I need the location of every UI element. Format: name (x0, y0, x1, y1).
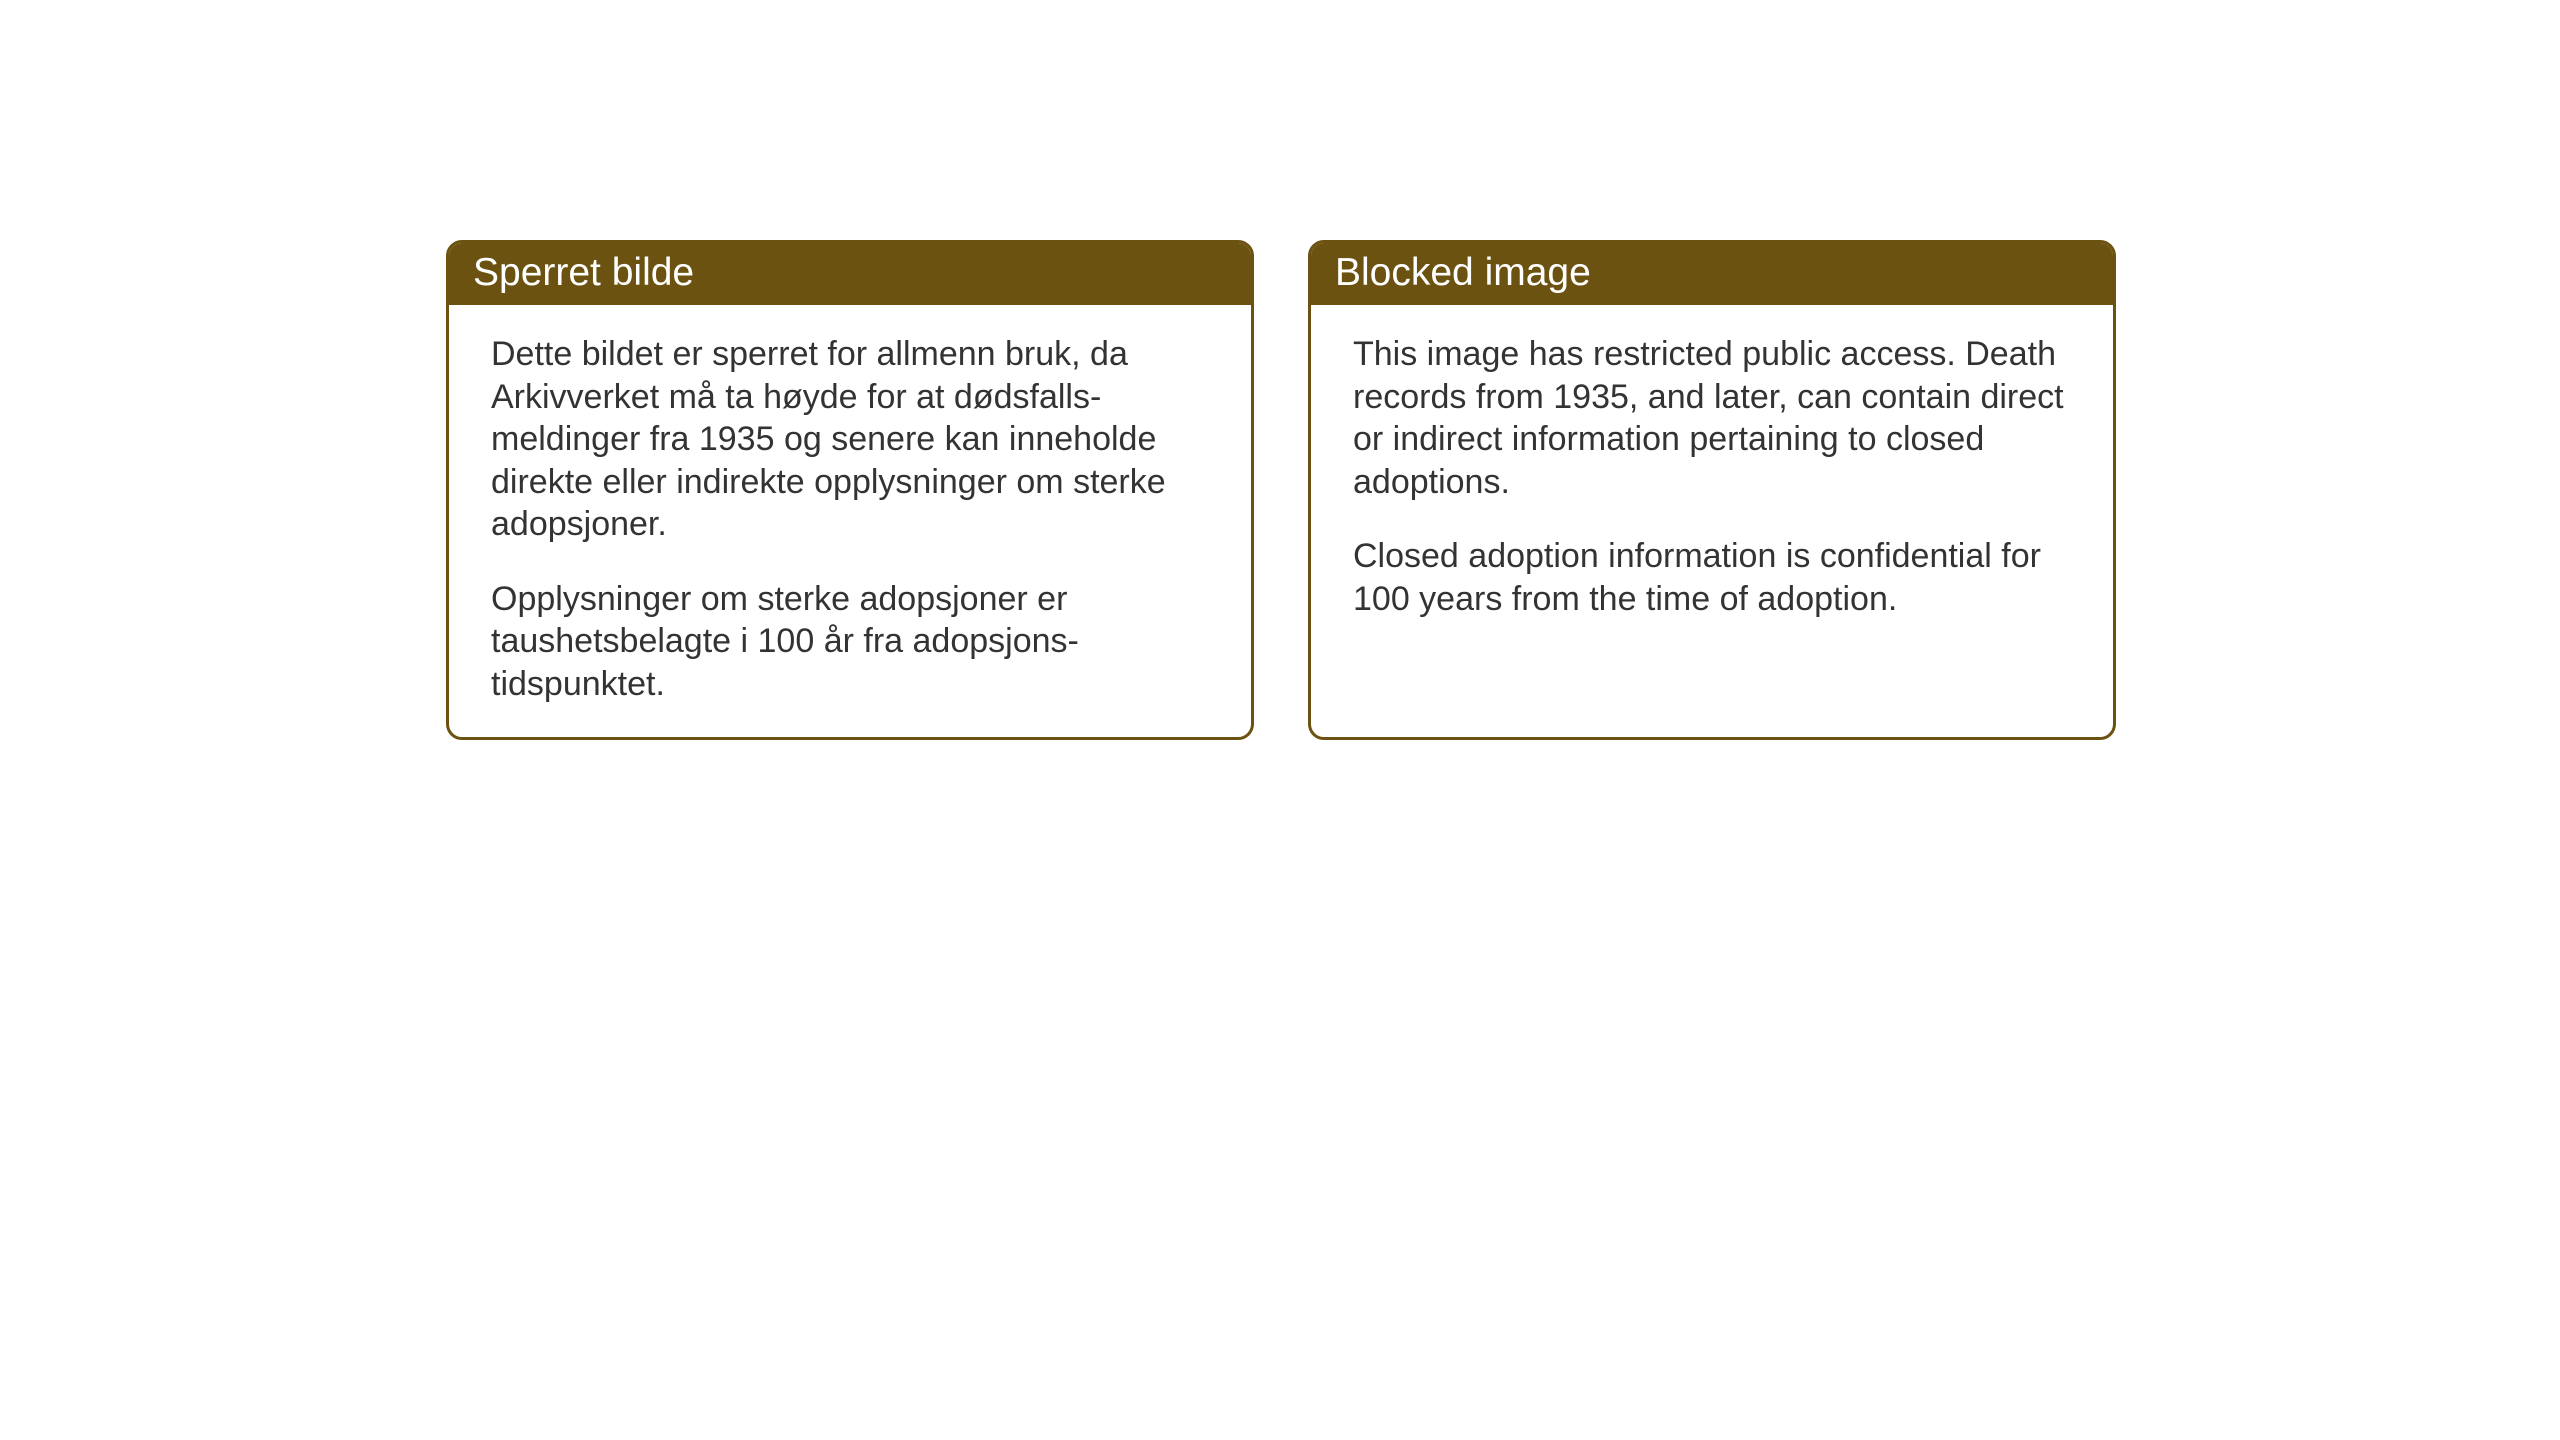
notice-paragraph2-english: Closed adoption information is confident… (1353, 535, 2071, 620)
notice-paragraph2-norwegian: Opplysninger om sterke adopsjoner er tau… (491, 578, 1209, 706)
notices-container: Sperret bilde Dette bildet er sperret fo… (446, 240, 2116, 740)
notice-paragraph1-english: This image has restricted public access.… (1353, 333, 2071, 503)
notice-box-norwegian: Sperret bilde Dette bildet er sperret fo… (446, 240, 1254, 740)
notice-box-english: Blocked image This image has restricted … (1308, 240, 2116, 740)
notice-title-norwegian: Sperret bilde (473, 251, 694, 294)
notice-body-english: This image has restricted public access.… (1311, 305, 2113, 706)
notice-header-norwegian: Sperret bilde (449, 243, 1251, 305)
notice-paragraph1-norwegian: Dette bildet er sperret for allmenn bruk… (491, 333, 1209, 546)
notice-body-norwegian: Dette bildet er sperret for allmenn bruk… (449, 305, 1251, 737)
notice-header-english: Blocked image (1311, 243, 2113, 305)
notice-title-english: Blocked image (1335, 251, 1591, 294)
